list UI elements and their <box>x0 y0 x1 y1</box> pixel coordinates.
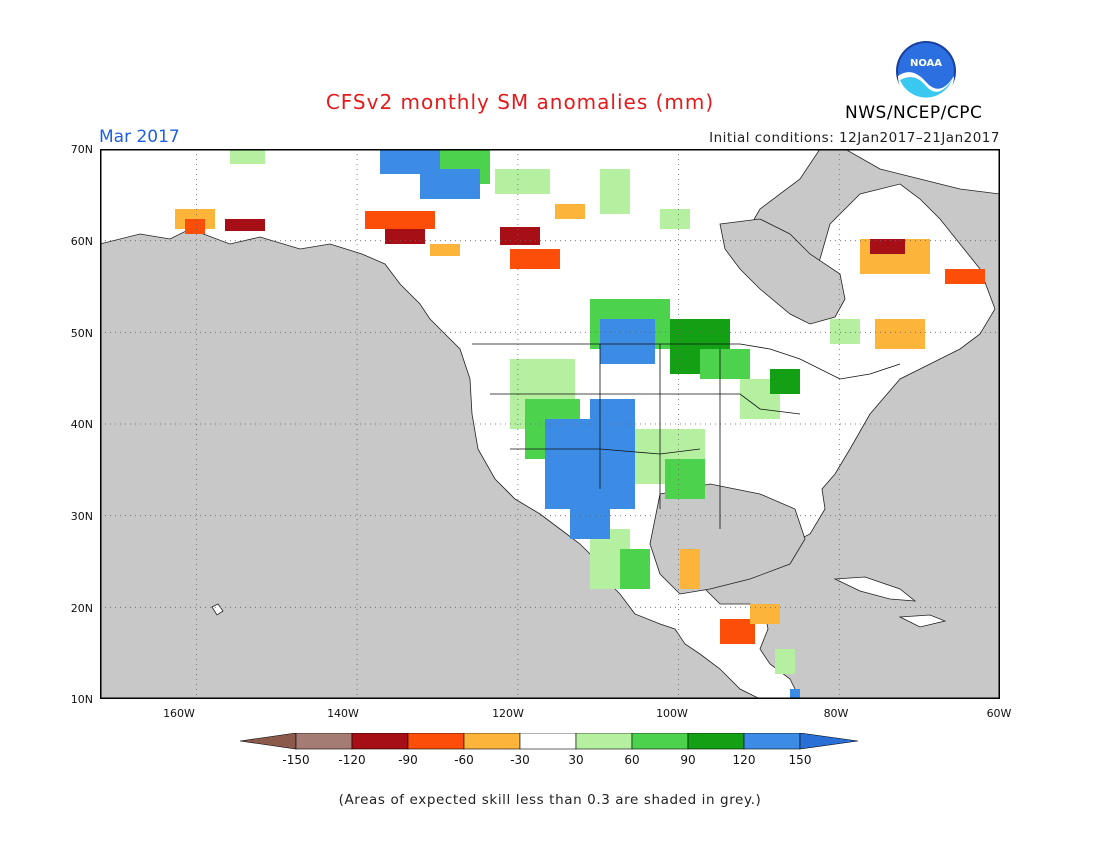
lat-tick-70n: 70N <box>71 143 93 156</box>
initial-conditions: Initial conditions: 12Jan2017–21Jan2017 <box>709 130 1000 146</box>
legend-arrow-left <box>240 733 297 750</box>
map-title: CFSv2 monthly SM anomalies (mm) <box>325 90 715 114</box>
graticule <box>100 149 1000 699</box>
political-borders <box>472 343 901 529</box>
legend-swatch <box>687 733 745 750</box>
color-legend: -150 -120 -90 -60 -30 30 60 90 120 150 <box>240 733 859 767</box>
legend-tick: -90 <box>398 753 418 767</box>
agency-label: NWS/NCEP/CPC <box>845 103 983 123</box>
map-frame <box>100 149 1000 699</box>
greenland-land <box>844 149 1000 195</box>
legend-tick: -120 <box>338 753 365 767</box>
skill-note: (Areas of expected skill less than 0.3 a… <box>338 792 762 808</box>
anomaly-map <box>100 149 1000 699</box>
lon-tick-100w: 100W <box>656 707 688 720</box>
legend-tick: -30 <box>510 753 530 767</box>
legend-tick: -60 <box>454 753 474 767</box>
legend-swatch <box>463 733 521 750</box>
legend-swatch <box>743 733 801 750</box>
legend-swatch <box>295 733 353 750</box>
lon-tick-60w: 60W <box>987 707 1012 720</box>
logo-text: NOAA <box>910 58 942 69</box>
lon-tick-80w: 80W <box>824 707 849 720</box>
cuba-land <box>833 576 917 602</box>
legend-tick: 90 <box>680 753 695 767</box>
legend-swatch <box>407 733 465 750</box>
noaa-logo: NOAA <box>896 41 956 102</box>
hawaii-island <box>211 603 224 616</box>
legend-arrow-right <box>799 733 859 750</box>
lat-tick-40n: 40N <box>71 418 93 431</box>
legend-swatch <box>631 733 689 750</box>
lat-tick-50n: 50N <box>71 327 93 340</box>
lat-tick-60n: 60N <box>71 235 93 248</box>
legend-tick: -150 <box>282 753 309 767</box>
legend-swatch <box>575 733 633 750</box>
hispaniola-land <box>898 614 947 628</box>
forecast-month: Mar 2017 <box>99 127 180 147</box>
lat-tick-20n: 20N <box>71 602 93 615</box>
hudson-bay-water <box>719 218 846 325</box>
legend-tick: 60 <box>624 753 639 767</box>
lat-tick-30n: 30N <box>71 510 93 523</box>
legend-swatch <box>351 733 409 750</box>
legend-tick: 120 <box>733 753 756 767</box>
lon-tick-160w: 160W <box>163 707 195 720</box>
lat-tick-10n: 10N <box>71 693 93 706</box>
lon-tick-140w: 140W <box>327 707 359 720</box>
legend-swatch <box>519 733 577 750</box>
legend-tick: 30 <box>568 753 583 767</box>
legend-tick: 150 <box>789 753 812 767</box>
anomaly-cells <box>175 149 985 699</box>
lon-tick-120w: 120W <box>492 707 524 720</box>
